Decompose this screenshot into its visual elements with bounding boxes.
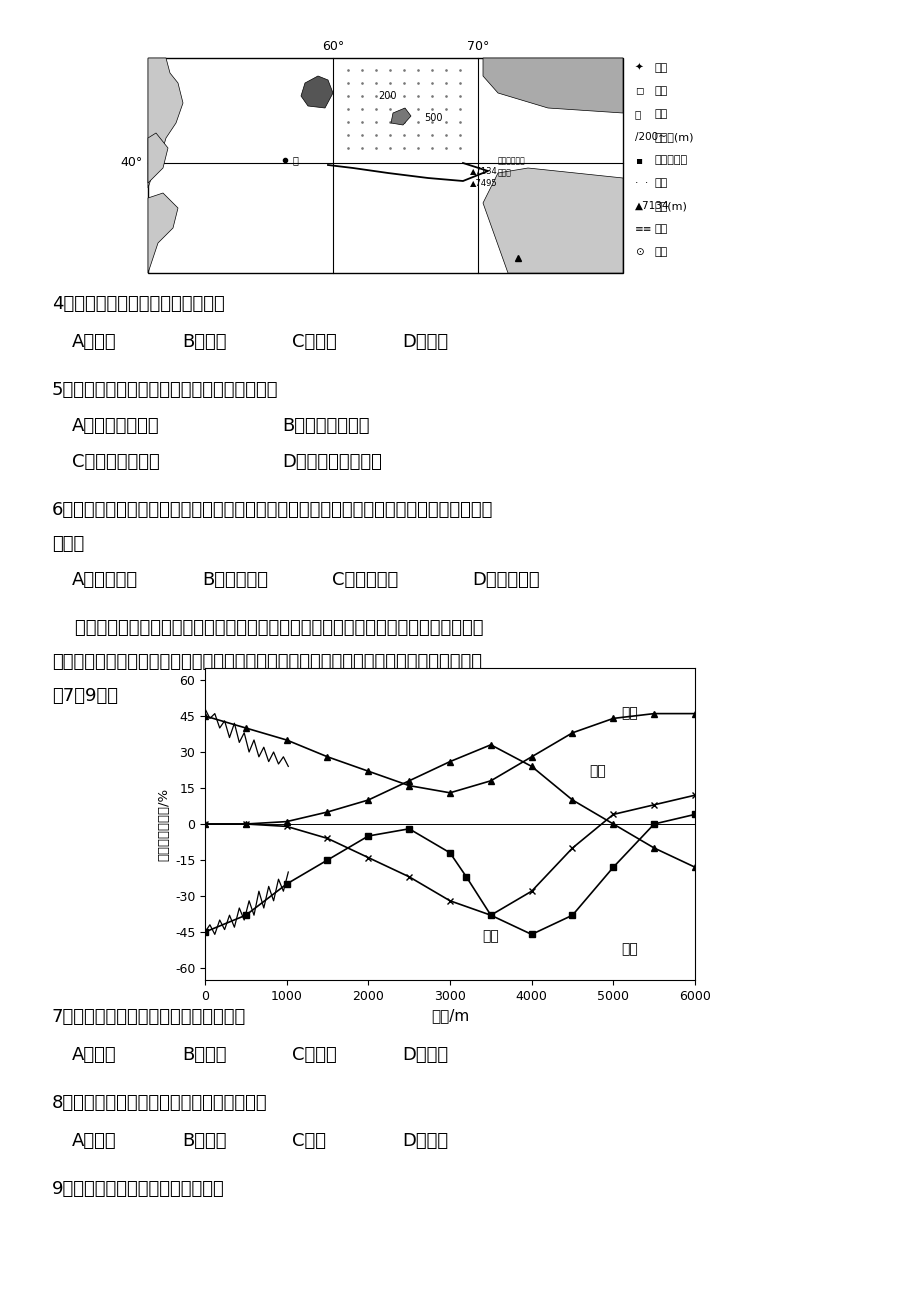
Text: A．气温: A．气温 bbox=[72, 1131, 117, 1150]
Text: 6．卡拉库姆沙漠因沙粒颜色呈黑褐色，有黑色沙漠之称，影响卡拉库姆沙漠沙粒颜色的主导: 6．卡拉库姆沙漠因沙粒颜色呈黑褐色，有黑色沙漠之称，影响卡拉库姆沙漠沙粒颜色的主… bbox=[52, 501, 493, 519]
Text: ≡≡: ≡≡ bbox=[634, 224, 652, 234]
Text: B．水文状况: B．水文状况 bbox=[202, 572, 267, 589]
Polygon shape bbox=[148, 59, 183, 187]
Text: A．基岩性质: A．基岩性质 bbox=[72, 572, 138, 589]
Polygon shape bbox=[148, 133, 168, 184]
Text: 60°: 60° bbox=[322, 40, 344, 53]
Text: 城市: 城市 bbox=[654, 247, 667, 256]
Text: 5．卡拉库姆运河修建后，对沿岸的主要影响是: 5．卡拉库姆运河修建后，对沿岸的主要影响是 bbox=[52, 381, 278, 398]
Text: D．防洪: D．防洪 bbox=[402, 333, 448, 352]
Text: ▪: ▪ bbox=[634, 155, 641, 165]
Text: ▲7134: ▲7134 bbox=[470, 167, 497, 176]
Y-axis label: 积雪覆盖变化率/%: 积雪覆盖变化率/% bbox=[157, 788, 171, 861]
Text: D．冬季: D．冬季 bbox=[402, 1046, 448, 1064]
Text: A．春季: A．春季 bbox=[72, 1046, 117, 1064]
Text: 7．天山山麓积雪覆盖明显增加的季节是: 7．天山山麓积雪覆盖明显增加的季节是 bbox=[52, 1008, 246, 1026]
Text: D．降水: D．降水 bbox=[402, 1131, 448, 1150]
Text: 河流: 河流 bbox=[654, 109, 667, 118]
Text: 500: 500 bbox=[424, 113, 442, 122]
Text: ✦: ✦ bbox=[634, 62, 643, 73]
Polygon shape bbox=[482, 168, 622, 273]
Text: 沙漠: 沙漠 bbox=[654, 178, 667, 187]
Text: 9．天山积雪变化可能产生的影响是: 9．天山积雪变化可能产生的影响是 bbox=[52, 1180, 224, 1198]
Text: 等高线(m): 等高线(m) bbox=[654, 132, 694, 142]
Text: 8．天山山顶积雪夏季积累的主导因素可能是: 8．天山山顶积雪夏季积累的主导因素可能是 bbox=[52, 1094, 267, 1112]
Text: ▲7134: ▲7134 bbox=[634, 201, 669, 211]
Text: ·  ·: · · bbox=[634, 178, 648, 187]
Text: B．夏季: B．夏季 bbox=[182, 1046, 226, 1064]
Text: B．航运: B．航运 bbox=[182, 333, 226, 352]
Text: 成7～9题。: 成7～9题。 bbox=[52, 687, 118, 704]
Text: 的关系。积雪覆盖变化率大于０表明相对上一季节积雪增加，反之，则是积雪消融。据此完: 的关系。积雪覆盖变化率大于０表明相对上一季节积雪增加，反之，则是积雪消融。据此完 bbox=[52, 654, 482, 671]
Text: 喀拉湖: 喀拉湖 bbox=[497, 168, 511, 177]
Text: ▲7495: ▲7495 bbox=[470, 178, 497, 187]
Text: C．增加沿岸温差: C．增加沿岸温差 bbox=[72, 453, 160, 471]
Text: C．灌溉: C．灌溉 bbox=[291, 333, 336, 352]
Text: 运河: 运河 bbox=[654, 224, 667, 234]
Text: B．海拔: B．海拔 bbox=[182, 1131, 226, 1150]
X-axis label: 海拔/m: 海拔/m bbox=[430, 1008, 469, 1023]
Text: C．坡: C．坡 bbox=[291, 1131, 325, 1150]
Text: D．减轻土壤盐渍化: D．减轻土壤盐渍化 bbox=[282, 453, 381, 471]
Text: 200: 200 bbox=[379, 91, 397, 102]
Text: 夏季: 夏季 bbox=[482, 930, 499, 944]
Text: 40°: 40° bbox=[120, 156, 142, 169]
Text: B．降低地下水位: B．降低地下水位 bbox=[282, 417, 369, 435]
Polygon shape bbox=[391, 108, 411, 125]
Polygon shape bbox=[148, 193, 177, 273]
Text: 70°: 70° bbox=[466, 40, 489, 53]
Text: 卡拉库姆水库: 卡拉库姆水库 bbox=[497, 156, 525, 165]
Text: C．植被覆盖: C．植被覆盖 bbox=[332, 572, 398, 589]
Text: 湖泊、水库: 湖泊、水库 bbox=[654, 155, 687, 165]
Bar bbox=[148, 59, 622, 273]
Text: 天山山区积雪的季节变化非常显著，下图示意天山不同季节年内积雪覆盖变化率与高程: 天山山区积雪的季节变化非常显著，下图示意天山不同季节年内积雪覆盖变化率与高程 bbox=[52, 618, 483, 637]
Text: 水稻: 水稻 bbox=[654, 62, 667, 73]
Text: 冬季: 冬季 bbox=[621, 941, 638, 956]
Text: 棉花: 棉花 bbox=[654, 86, 667, 96]
Text: 山峰(m): 山峰(m) bbox=[654, 201, 687, 211]
Polygon shape bbox=[482, 59, 622, 113]
Text: /200~: /200~ bbox=[634, 132, 666, 142]
Text: 秋季: 秋季 bbox=[588, 764, 605, 779]
Text: ～: ～ bbox=[634, 109, 641, 118]
Text: 因素是: 因素是 bbox=[52, 535, 85, 553]
Text: 春季: 春季 bbox=[621, 707, 638, 720]
Text: A．养殖: A．养殖 bbox=[72, 333, 117, 352]
Text: 阿: 阿 bbox=[291, 155, 298, 165]
Text: C．秋季: C．秋季 bbox=[291, 1046, 336, 1064]
Text: ⊙: ⊙ bbox=[634, 247, 643, 256]
Text: A．提高农业单产: A．提高农业单产 bbox=[72, 417, 160, 435]
Text: ◻: ◻ bbox=[634, 86, 643, 96]
Polygon shape bbox=[301, 76, 333, 108]
Text: 4．修建卡拉库姆运河的主要作用是: 4．修建卡拉库姆运河的主要作用是 bbox=[52, 296, 224, 312]
Text: D．大气环流: D．大气环流 bbox=[471, 572, 539, 589]
